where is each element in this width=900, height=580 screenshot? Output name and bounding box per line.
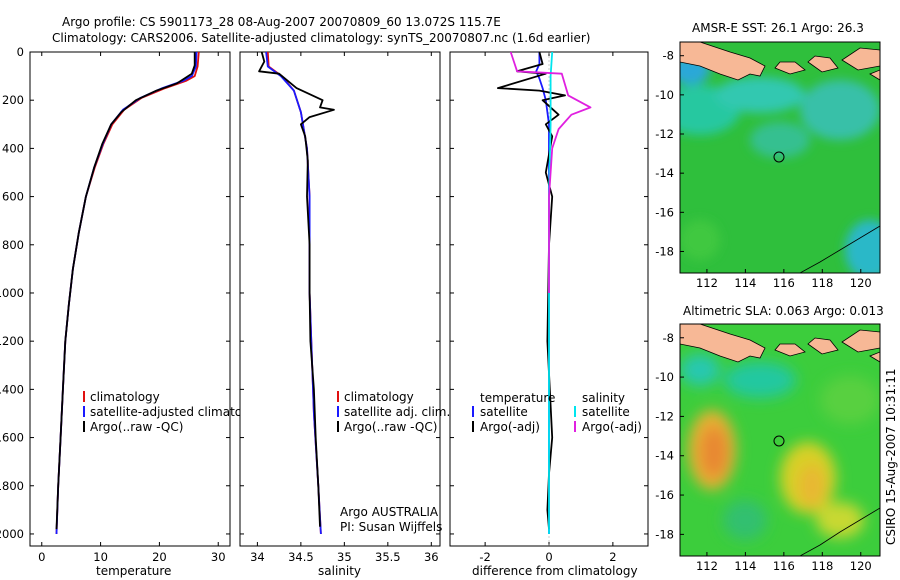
map-x-tick-label: 120 (850, 559, 872, 573)
temperature-panel: 0 10 20 30 0 200 400 600 800 1000 1200 1400 1600 1800… (0, 45, 268, 578)
legend-label-climatology: climatology (90, 390, 160, 404)
y-tick-label: 0 (17, 45, 24, 59)
temperature-legend: climatology satellite-adjusted climatolo… (83, 390, 268, 434)
legend-label-argo: Argo(..raw -QC) (90, 420, 183, 434)
map-y-tick-label: -16 (655, 205, 674, 219)
map-x-tick-label: 120 (850, 276, 872, 290)
series-line-argo-raw-qc- (258, 51, 335, 527)
map-y-tick-label: -14 (655, 166, 674, 180)
y-tick-label: 1400 (0, 382, 24, 396)
x-tick-label: 35.5 (375, 550, 401, 564)
map-y-tick-label: -12 (655, 409, 674, 423)
legend-label-sal-satellite: satellite (582, 405, 630, 419)
x-tick-label: 2 (609, 550, 616, 564)
legend-label-argo: Argo(..raw -QC) (344, 420, 437, 434)
legend-label-sal-argo: Argo(-adj) (582, 420, 642, 434)
y-tick-label: 2000 (0, 527, 24, 541)
sla-map-title: Altimetric SLA: 0.063 Argo: 0.013 (683, 304, 884, 318)
legend-swatch-sal-satellite (574, 406, 576, 417)
sst-map-panel: AMSR-E SST: 26.1 Argo: 26.3 (655, 21, 881, 290)
legend-swatch-satellite-adjusted (83, 406, 85, 417)
map-y-tick-label: -12 (655, 127, 674, 141)
map-x-tick-label: 116 (773, 559, 795, 573)
map-y-tick-label: -16 (655, 488, 674, 502)
y-tick-label: 400 (2, 141, 24, 155)
legend-heading-temperature: temperature (480, 391, 555, 405)
map-y-tick-label: -10 (655, 370, 674, 384)
land-masses (680, 42, 880, 273)
argo-float-marker (773, 435, 785, 447)
map-x-tick-label: 116 (773, 276, 795, 290)
sla-map-field (680, 324, 880, 556)
difference-panel: -2 0 2 temperature satellite Argo(-adj) sa… (449, 51, 649, 578)
salinity-legend: climatology satellite adj. clim. Argo(..… (337, 390, 450, 434)
series-line-argo-raw-qc- (55, 52, 196, 530)
legend-swatch-temp-satellite (472, 406, 474, 417)
x-tick-label: 0 (545, 550, 552, 564)
y-tick-label: 1000 (0, 286, 24, 300)
legend-label-climatology: climatology (344, 390, 414, 404)
map-x-tick-label: 114 (734, 276, 756, 290)
sla-map-panel: Altimetric SLA: 0.063 Argo: 0.013 (655, 304, 884, 573)
legend-label-temp-satellite: satellite (480, 405, 528, 419)
sst-map-field (680, 42, 880, 273)
x-tick-label: 34.5 (288, 550, 314, 564)
map-x-tick-label: 112 (696, 276, 718, 290)
salinity-plot-frame (239, 51, 441, 547)
map-y-tick-label: -8 (663, 331, 674, 345)
legend-label-satellite-adj: satellite adj. clim. (344, 405, 450, 419)
legend-swatch-climatology (337, 391, 339, 402)
annotation-pi-name: PI: Susan Wijffels (340, 520, 442, 534)
figure-title-line1: Argo profile: CS 5901173_28 08-Aug-2007 … (62, 15, 501, 29)
map-y-tick-label: -8 (663, 49, 674, 63)
y-tick-label: 200 (2, 93, 24, 107)
y-tick-label: 1200 (0, 334, 24, 348)
x-tick-label: 36 (424, 550, 439, 564)
figure-title-line2: Climatology: CARS2006. Satellite-adjuste… (52, 31, 590, 45)
x-tick-label: 34 (250, 550, 265, 564)
land-masses (680, 324, 880, 556)
legend-swatch-argo (83, 421, 85, 432)
annotation-argo-australia: Argo AUSTRALIA (340, 505, 439, 519)
x-tick-label: 35 (337, 550, 352, 564)
sst-map-title: AMSR-E SST: 26.1 Argo: 26.3 (692, 21, 864, 35)
x-tick-label: 0 (38, 550, 45, 564)
difference-xlabel: difference from climatology (472, 564, 638, 578)
y-tick-label: 600 (2, 190, 24, 204)
y-tick-label: 1800 (0, 479, 24, 493)
map-x-tick-label: 118 (811, 276, 833, 290)
legend-swatch-climatology (83, 391, 85, 402)
y-tick-label: 1600 (0, 431, 24, 445)
legend-swatch-temp-argo (472, 421, 474, 432)
argo-float-marker (773, 151, 785, 163)
temperature-xlabel: temperature (96, 564, 171, 578)
series-line-salinity-argo-adj- (509, 51, 592, 293)
temperature-plot-frame (29, 51, 231, 547)
x-tick-label: 30 (211, 550, 226, 564)
x-tick-label: -2 (479, 550, 490, 564)
x-tick-label: 20 (152, 550, 167, 564)
legend-label-satellite-adjusted: satellite-adjusted climatology (90, 405, 268, 419)
salinity-xlabel: salinity (318, 564, 361, 578)
map-y-tick-label: -18 (655, 244, 674, 258)
legend-swatch-sal-argo (574, 421, 576, 432)
map-x-tick-label: 112 (696, 559, 718, 573)
map-y-tick-label: -14 (655, 449, 674, 463)
map-x-tick-label: 114 (734, 559, 756, 573)
salinity-panel: 34 34.5 35 35.5 36 climatology satellite adj… (239, 51, 450, 578)
sla-map-frame (679, 323, 881, 557)
sst-map-frame (679, 41, 881, 274)
legend-heading-salinity: salinity (582, 391, 625, 405)
x-tick-label: 10 (93, 550, 108, 564)
legend-swatch-argo (337, 421, 339, 432)
map-y-tick-label: -18 (655, 527, 674, 541)
legend-label-temp-argo: Argo(-adj) (480, 420, 540, 434)
legend-swatch-satellite-adj (337, 406, 339, 417)
map-x-tick-label: 118 (811, 559, 833, 573)
difference-legend: temperature satellite Argo(-adj) salinit… (472, 391, 642, 434)
csiro-timestamp: CSIRO 15-Aug-2007 10:31:11 (884, 369, 898, 545)
y-tick-label: 800 (2, 238, 24, 252)
map-y-tick-label: -10 (655, 88, 674, 102)
